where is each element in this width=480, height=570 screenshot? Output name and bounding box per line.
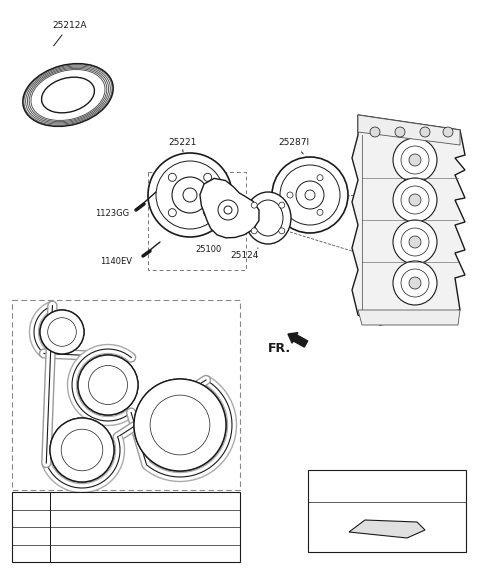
Text: AN: AN [55,328,69,336]
Text: AC: AC [16,514,29,523]
Bar [12,492,240,562]
Circle shape [305,190,315,200]
Ellipse shape [245,192,291,244]
Circle shape [279,228,285,234]
Circle shape [393,261,437,305]
Circle shape [401,186,429,214]
Circle shape [317,174,323,181]
Circle shape [409,236,421,248]
Circle shape [150,395,210,455]
Circle shape [409,154,421,166]
Circle shape [251,228,257,234]
Bar [308,470,466,552]
Text: 21451B: 21451B [367,483,407,493]
Circle shape [156,161,224,229]
Text: WP: WP [100,381,116,389]
Circle shape [287,192,293,198]
Circle shape [204,209,212,217]
Circle shape [317,209,323,215]
Polygon shape [349,520,425,538]
Polygon shape [200,178,259,238]
Circle shape [48,317,76,347]
Circle shape [204,173,212,181]
Text: AIR CON COMPRESSOR: AIR CON COMPRESSOR [54,514,151,523]
Circle shape [134,379,226,471]
Circle shape [401,269,429,297]
Circle shape [61,429,103,471]
Text: AN: AN [55,328,69,336]
Ellipse shape [42,77,95,113]
Circle shape [296,181,324,209]
Text: 1140EV: 1140EV [100,258,132,267]
Text: 25287I: 25287I [278,138,309,154]
Circle shape [88,365,128,405]
Text: 25100: 25100 [195,246,221,254]
Text: WATER PUMP: WATER PUMP [54,531,109,540]
Text: CRANKSHAFT: CRANKSHAFT [54,549,110,558]
Circle shape [168,209,176,217]
Circle shape [409,277,421,289]
Text: AC: AC [75,446,89,454]
Bar [12,300,240,490]
Circle shape [78,355,138,415]
Circle shape [409,194,421,206]
Polygon shape [358,310,460,325]
Circle shape [393,178,437,222]
Circle shape [393,138,437,182]
Text: 25212A: 25212A [52,21,86,46]
Polygon shape [358,115,460,145]
Circle shape [393,220,437,264]
Circle shape [172,177,208,213]
Text: CS: CS [172,420,188,430]
Ellipse shape [23,64,113,127]
Text: 1123GG: 1123GG [95,210,129,218]
Text: 25221: 25221 [168,138,196,152]
Circle shape [420,127,430,137]
Text: AC: AC [75,446,89,454]
Text: WP: WP [100,381,116,389]
Circle shape [218,200,238,220]
Text: ALTERNATOR: ALTERNATOR [54,496,108,505]
Circle shape [251,202,257,208]
Circle shape [272,157,348,233]
Circle shape [395,127,405,137]
FancyArrow shape [288,333,308,347]
Polygon shape [352,115,465,325]
Circle shape [48,317,76,347]
Circle shape [50,418,114,482]
Circle shape [443,127,453,137]
Circle shape [224,206,232,214]
Circle shape [279,202,285,208]
Ellipse shape [253,200,283,236]
Text: FR.: FR. [268,341,291,355]
Text: 25124: 25124 [230,248,258,260]
Circle shape [148,153,232,237]
Circle shape [40,310,84,354]
Circle shape [280,165,340,225]
Circle shape [183,188,197,202]
Circle shape [40,310,84,354]
Circle shape [401,228,429,256]
Circle shape [134,379,226,471]
Text: WP: WP [16,531,31,540]
Circle shape [168,173,176,181]
Text: CS: CS [172,420,188,430]
Circle shape [61,429,103,471]
Circle shape [150,395,210,455]
Text: CS: CS [16,549,28,558]
Circle shape [88,365,128,405]
Circle shape [50,418,114,482]
Circle shape [401,146,429,174]
Text: AN: AN [16,496,29,505]
Circle shape [78,355,138,415]
Bar [148,172,246,270]
Circle shape [370,127,380,137]
